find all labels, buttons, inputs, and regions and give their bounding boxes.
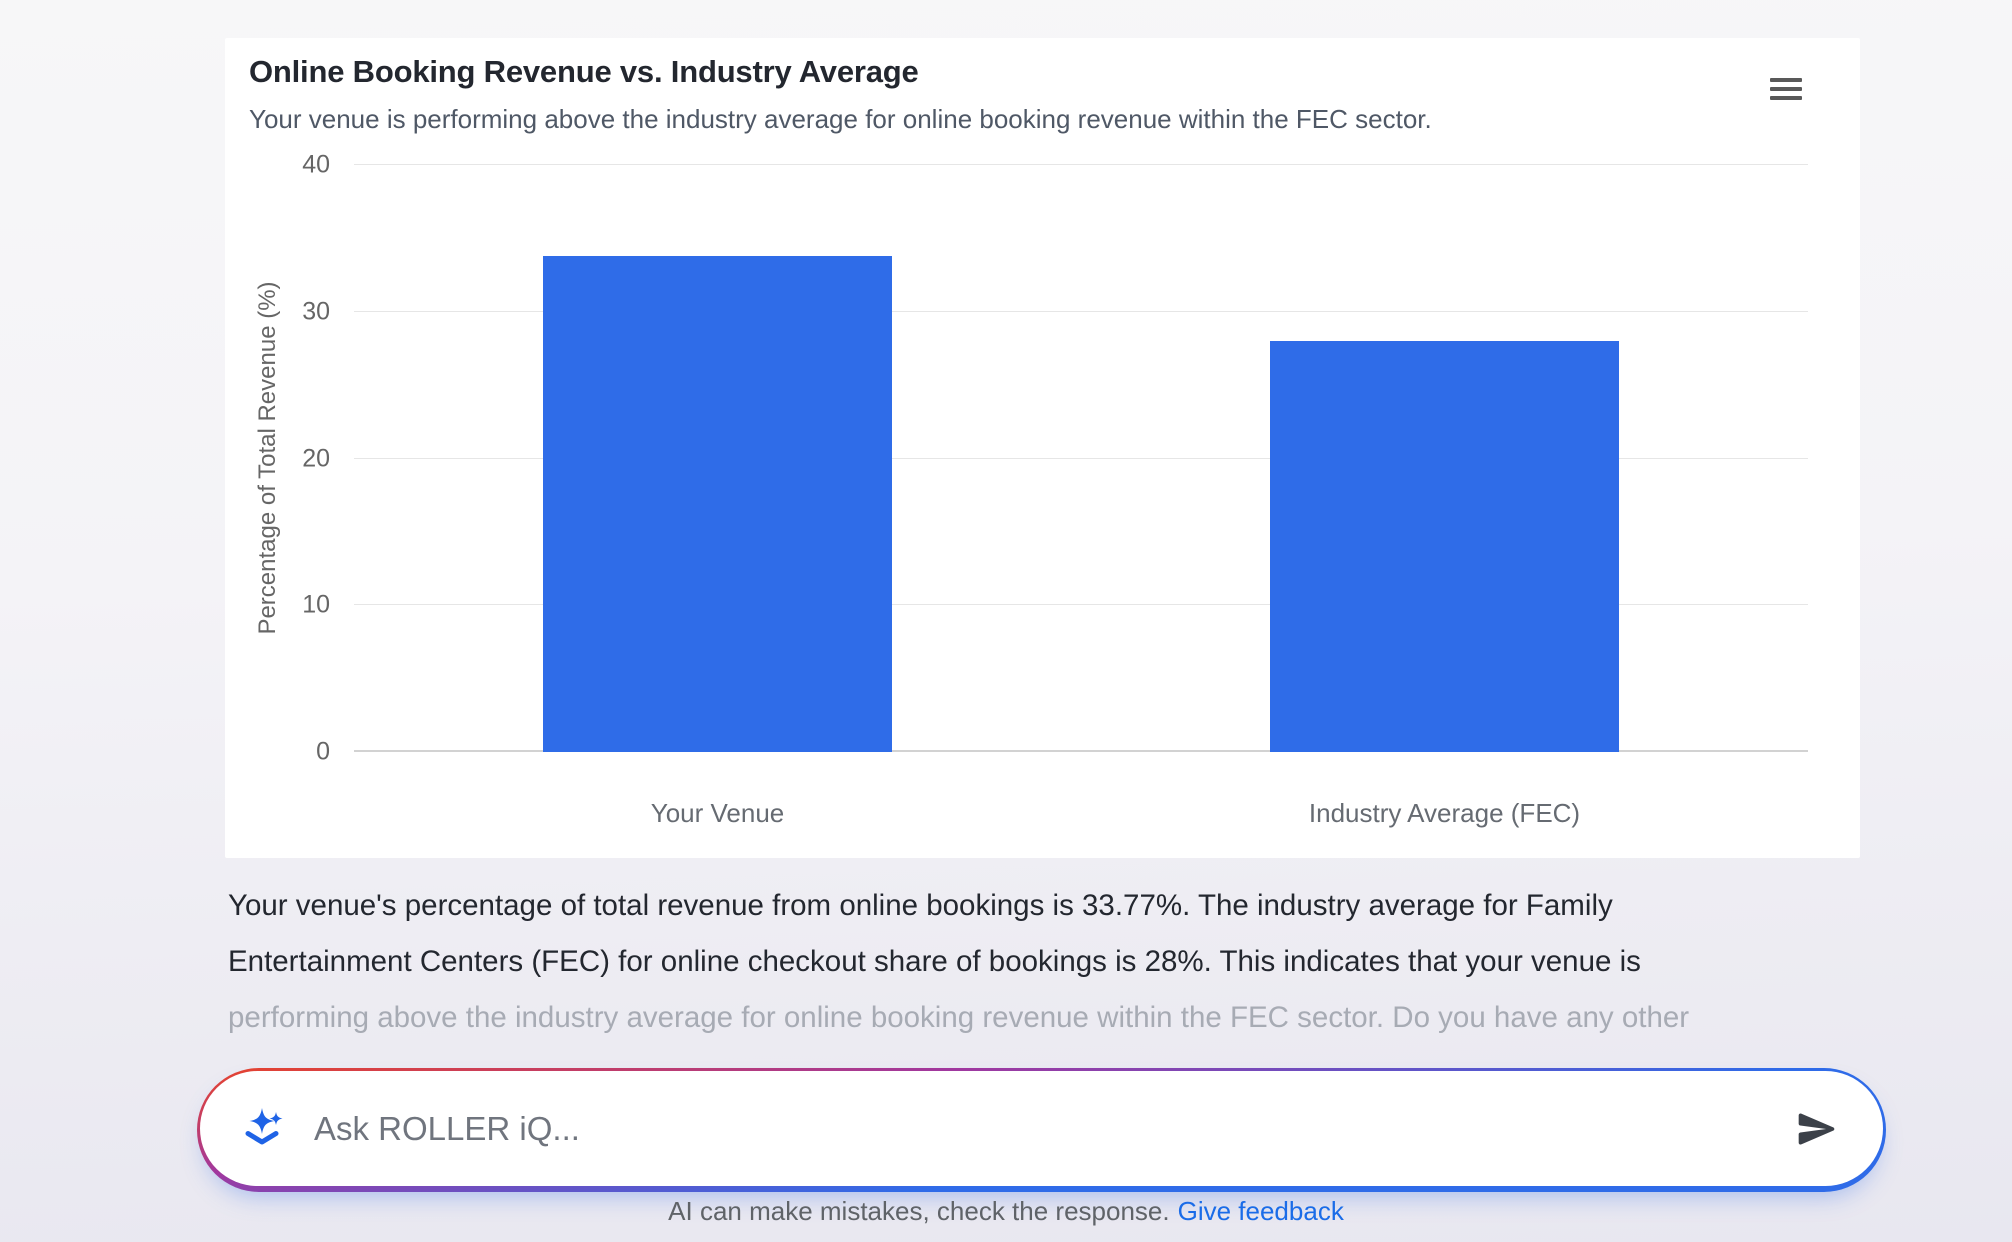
chart-subtitle: Your venue is performing above the indus… bbox=[249, 104, 1432, 134]
send-arrow-icon bbox=[1795, 1107, 1839, 1151]
chart-card: Online Booking Revenue vs. Industry Aver… bbox=[225, 38, 1860, 858]
x-axis-labels: Your Venue Industry Average (FEC) bbox=[354, 798, 1808, 838]
y-tick-label: 10 bbox=[302, 590, 330, 619]
analysis-line-1: Your venue's percentage of total revenue… bbox=[228, 889, 1613, 922]
analysis-line-2: Entertainment Centers (FEC) for online c… bbox=[228, 945, 1641, 978]
gridline bbox=[354, 604, 1808, 606]
y-tick-label: 40 bbox=[302, 150, 330, 179]
y-axis-ticks: 0 10 20 30 40 bbox=[225, 151, 330, 766]
chat-input[interactable] bbox=[312, 1108, 1771, 1149]
gridline bbox=[354, 310, 1808, 312]
give-feedback-link[interactable]: Give feedback bbox=[1177, 1196, 1344, 1226]
analysis-line-3: performing above the industry average fo… bbox=[228, 1001, 1690, 1034]
x-category-label: Your Venue bbox=[650, 798, 785, 828]
x-category-label: Industry Average (FEC) bbox=[1308, 798, 1581, 828]
gridline bbox=[354, 750, 1808, 752]
plot-area bbox=[354, 164, 1808, 752]
send-button[interactable] bbox=[1795, 1107, 1839, 1151]
y-tick-label: 20 bbox=[302, 444, 330, 472]
bar-industry-average-fec[interactable] bbox=[1270, 341, 1619, 752]
chat-input-pill bbox=[197, 1068, 1886, 1192]
ai-disclaimer: AI can make mistakes, check the response… bbox=[668, 1196, 1170, 1226]
hamburger-menu-icon[interactable] bbox=[1770, 78, 1802, 100]
chart-title: Online Booking Revenue vs. Industry Aver… bbox=[249, 54, 919, 89]
gridline bbox=[354, 457, 1808, 459]
analysis-paragraph: Your venue's percentage of total revenue… bbox=[228, 878, 1828, 1046]
ai-sparkle-icon bbox=[240, 1105, 288, 1153]
bar-your-venue[interactable] bbox=[543, 256, 892, 752]
gridline bbox=[354, 164, 1808, 165]
footer: AI can make mistakes, check the response… bbox=[0, 1196, 2012, 1227]
y-tick-label: 30 bbox=[302, 297, 330, 326]
y-tick-label: 0 bbox=[316, 737, 330, 766]
